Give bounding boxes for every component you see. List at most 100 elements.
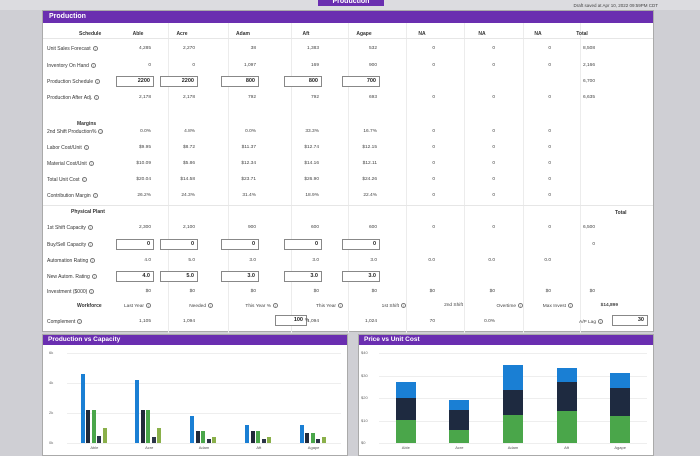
- bar-production: [250, 431, 255, 443]
- production-schedule-input[interactable]: 700: [342, 76, 380, 87]
- info-icon[interactable]: i: [98, 129, 104, 135]
- table-cell: 0.0: [488, 258, 495, 263]
- production-schedule-input[interactable]: 2200: [116, 76, 154, 87]
- workforce-header-5: 2nd Shift: [444, 303, 463, 308]
- row-label: Unit Sales Forecast i: [47, 46, 98, 52]
- table-cell: 24.3%: [181, 193, 195, 198]
- info-icon[interactable]: i: [88, 161, 94, 167]
- table-cell: $0: [250, 289, 256, 294]
- info-icon[interactable]: i: [90, 63, 96, 69]
- new-automation-input[interactable]: 3.0: [284, 271, 322, 282]
- bar-other: [321, 437, 326, 443]
- column-divider: [523, 23, 524, 333]
- bar-material: [449, 429, 470, 443]
- info-icon[interactable]: i: [598, 319, 603, 324]
- table-cell: 0: [548, 193, 551, 198]
- table-cell: 0: [432, 95, 435, 100]
- bar-margin: [503, 365, 523, 390]
- table-cell: 33.3%: [305, 129, 319, 134]
- info-icon[interactable]: i: [92, 193, 98, 199]
- info-icon[interactable]: i: [92, 46, 98, 52]
- divider: [43, 38, 653, 39]
- complement-overtime: 0.0%: [484, 319, 495, 324]
- table-cell: 0: [492, 129, 495, 134]
- bar-labor: [395, 397, 416, 421]
- workforce-header-2: This Year % i: [238, 303, 278, 309]
- info-icon[interactable]: i: [89, 289, 95, 295]
- x-tick-label: Acre: [145, 445, 154, 450]
- divider: [43, 205, 653, 206]
- x-tick-label: Aft: [564, 445, 570, 450]
- bar-buy/sell: [256, 431, 261, 443]
- table-cell: $24.26: [362, 177, 377, 182]
- production-tab[interactable]: Production: [318, 0, 384, 6]
- gridline: [379, 443, 647, 444]
- production-schedule-input[interactable]: 800: [221, 76, 259, 87]
- bar-production: [195, 431, 200, 443]
- table-cell: 0: [492, 177, 495, 182]
- y-tick-label: $40: [361, 350, 368, 355]
- info-icon[interactable]: i: [83, 145, 89, 151]
- this-year-pct-input[interactable]: 100: [275, 315, 307, 326]
- info-icon[interactable]: i: [208, 303, 213, 308]
- table-cell: $0: [371, 289, 377, 294]
- physical-plant-label: Physical Plant: [71, 209, 105, 215]
- info-icon[interactable]: i: [401, 303, 406, 308]
- x-tick-label: Agape: [614, 445, 626, 450]
- bar-labor: [503, 389, 523, 416]
- row-label: Labor Cost/Unit i: [47, 145, 89, 151]
- new-automation-input[interactable]: 5.0: [160, 271, 198, 282]
- info-icon[interactable]: i: [338, 303, 343, 308]
- row-label: Inventory On Hand i: [47, 63, 96, 69]
- column-divider: [168, 23, 169, 333]
- column-header-5: NA: [418, 31, 426, 37]
- info-icon[interactable]: i: [81, 177, 87, 183]
- info-icon[interactable]: i: [90, 258, 96, 264]
- table-cell: 2,100: [182, 225, 195, 230]
- bar-other: [102, 428, 107, 443]
- table-cell: 0: [492, 46, 495, 51]
- table-cell: $23.71: [241, 177, 256, 182]
- table-cell: 600: [368, 225, 377, 230]
- workforce-header-3: This Year i: [303, 303, 343, 309]
- bar-labor: [449, 410, 470, 430]
- bar-material: [556, 411, 577, 443]
- schedule-label: Schedule: [79, 31, 102, 37]
- buy-sell-capacity-input[interactable]: 0: [342, 239, 380, 250]
- bar-other: [267, 437, 272, 443]
- table-cell: $12.11: [362, 161, 377, 166]
- table-cell: $20.04: [136, 177, 151, 182]
- table-cell: 0.0%: [245, 129, 256, 134]
- bar-inventory: [206, 438, 211, 443]
- info-icon[interactable]: i: [94, 95, 100, 101]
- table-cell: 0: [432, 161, 435, 166]
- bar-buy/sell: [91, 410, 96, 443]
- bar-material: [395, 420, 416, 443]
- table-cell: $0: [429, 289, 435, 294]
- info-icon[interactable]: i: [95, 79, 101, 85]
- y-tick-label: 0k: [49, 440, 54, 445]
- info-icon[interactable]: i: [273, 303, 278, 308]
- table-cell: 0: [192, 63, 195, 68]
- buy-sell-capacity-input[interactable]: 0: [284, 239, 322, 250]
- ap-lag-input[interactable]: 30: [612, 315, 648, 326]
- info-icon[interactable]: i: [87, 225, 93, 231]
- column-header-4: Agape: [356, 31, 372, 37]
- new-automation-input[interactable]: 4.0: [116, 271, 154, 282]
- new-automation-input[interactable]: 3.0: [221, 271, 259, 282]
- info-icon[interactable]: i: [88, 242, 94, 248]
- info-icon[interactable]: i: [91, 274, 97, 280]
- info-icon[interactable]: i: [146, 303, 151, 308]
- production-schedule-input[interactable]: 2200: [160, 76, 198, 87]
- info-icon[interactable]: i: [77, 319, 83, 325]
- column-header-6: NA: [478, 31, 486, 37]
- table-cell: 0: [492, 193, 495, 198]
- buy-sell-capacity-input[interactable]: 0: [116, 239, 154, 250]
- new-automation-input[interactable]: 3.0: [342, 271, 380, 282]
- production-schedule-input[interactable]: 800: [284, 76, 322, 87]
- buy-sell-capacity-input[interactable]: 0: [221, 239, 259, 250]
- info-icon[interactable]: i: [568, 303, 573, 308]
- info-icon[interactable]: i: [518, 303, 523, 308]
- table-cell: 26.2%: [137, 193, 151, 198]
- buy-sell-capacity-input[interactable]: 0: [160, 239, 198, 250]
